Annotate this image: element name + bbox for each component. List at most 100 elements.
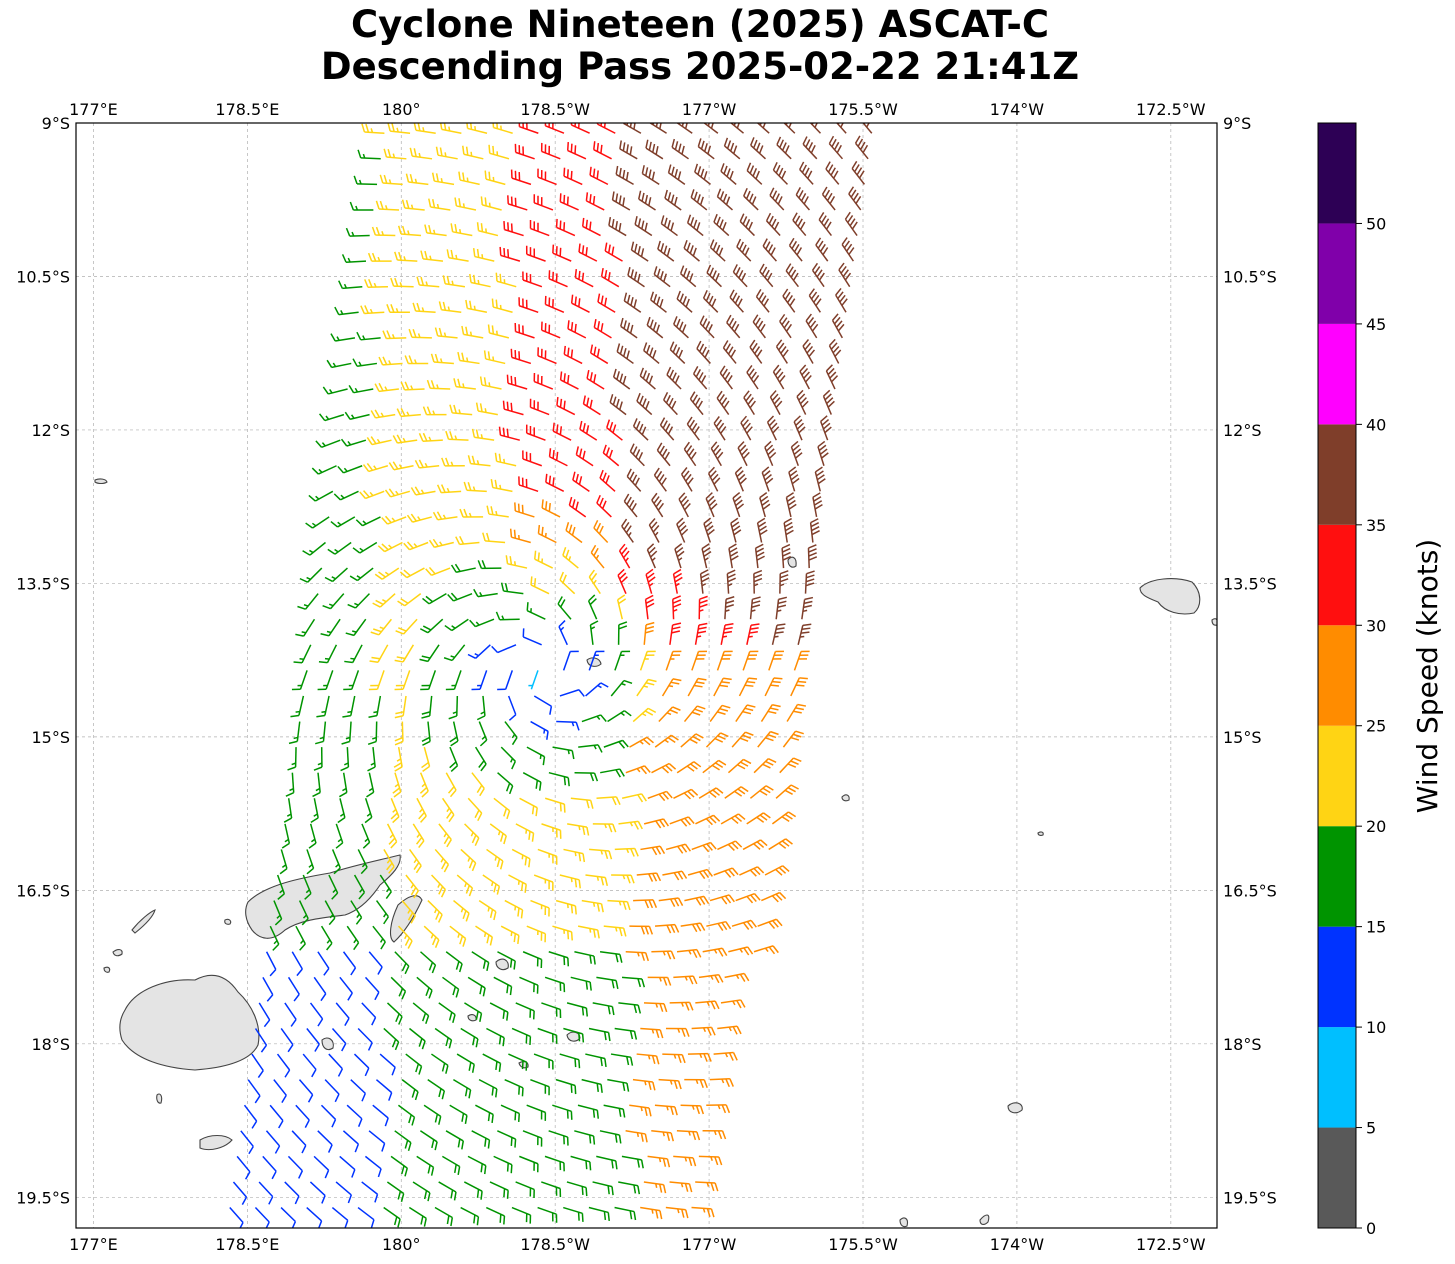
wind-barb (284, 1002, 297, 1027)
wind-barb (709, 894, 735, 905)
wind-barb (772, 162, 789, 185)
wind-barb (394, 951, 410, 975)
wind-barb (683, 441, 697, 467)
wind-barb (728, 946, 754, 956)
wind-barb (698, 595, 708, 620)
wind-barb (599, 469, 616, 492)
wind-barb (500, 925, 520, 945)
wind-barb (585, 874, 609, 886)
wind-barb (625, 1130, 648, 1143)
wind-barb (825, 161, 840, 185)
wind-barb (657, 240, 675, 262)
wind-barb (724, 972, 750, 982)
wind-barb (497, 1130, 517, 1148)
wind-barb (441, 1155, 461, 1176)
wind-barb (533, 373, 554, 390)
wind-barb (502, 400, 524, 416)
wind-barb (706, 264, 722, 288)
wind-barb (764, 677, 783, 697)
wind-barb (848, 186, 862, 211)
wind-barb (279, 849, 288, 875)
wind-barb (570, 294, 590, 313)
wind-barb (649, 123, 667, 134)
wind-barb (599, 1130, 622, 1144)
wind-barb (719, 365, 733, 390)
wind-barb (563, 345, 583, 365)
wind-barb (687, 868, 713, 880)
wind-barb (548, 270, 568, 288)
wind-barb (533, 1053, 554, 1070)
wind-barb (331, 1206, 349, 1228)
wind-barb (287, 1155, 304, 1179)
lon-tick-label-top: 178.5°W (520, 100, 590, 119)
wind-barb (309, 1181, 326, 1204)
wind-barb (815, 237, 829, 262)
wind-barb (746, 162, 763, 185)
colorbar-tick-label: 15 (1366, 918, 1386, 937)
lat-tick-label-left: 18°S (31, 1035, 70, 1054)
wind-barb (448, 695, 459, 720)
wind-barb (401, 199, 425, 211)
wind-barb (590, 544, 605, 569)
wind-barb (387, 123, 411, 134)
wind-barb (729, 123, 745, 134)
wind-barb (766, 415, 780, 441)
wind-barb (283, 798, 293, 823)
wind-barb (423, 925, 440, 948)
wind-barb (592, 1002, 615, 1016)
wind-barb (394, 251, 418, 262)
wind-barb (771, 811, 797, 825)
wind-barb (364, 976, 380, 1001)
wind-barb (648, 517, 660, 543)
map-gridlines (76, 122, 1217, 1228)
wind-barb (566, 142, 587, 160)
island-viti-levu (119, 974, 260, 1071)
chart-title: Cyclone Nineteen (2025) ASCAT-C Descendi… (0, 4, 1400, 88)
wind-barb (297, 593, 319, 610)
wind-barb (526, 1104, 547, 1121)
wind-barb (586, 369, 605, 390)
wind-barb (397, 925, 413, 949)
wind-barb (684, 895, 710, 906)
wind-barb (759, 263, 774, 288)
wind-barb (375, 900, 390, 925)
wind-barb (802, 136, 818, 160)
wind-barb (498, 426, 520, 441)
wind-barb (625, 951, 650, 962)
wind-barb (353, 175, 378, 186)
wind-barb (247, 1079, 261, 1104)
wind-barb (771, 623, 786, 645)
wind-barb (405, 874, 419, 899)
wind-barb (760, 703, 781, 722)
lat-tick-label-left: 15°S (31, 728, 70, 747)
wind-barb (405, 1053, 423, 1075)
wind-barb (508, 1053, 528, 1071)
colorbar: 0 5 10 15 20 25 30 35 40 45 50 Wind Speed (knots) (1317, 122, 1444, 1238)
wind-barb (548, 448, 568, 467)
wind-barb (541, 1181, 562, 1198)
wind-barb (643, 621, 655, 645)
wind-barb (559, 371, 579, 390)
wind-barb (548, 771, 570, 787)
wind-barb (565, 522, 583, 544)
wind-barb (596, 494, 612, 518)
colorbar-bin (1318, 1127, 1356, 1228)
wind-barb (673, 788, 699, 800)
wind-barb (683, 705, 706, 723)
wind-barb (671, 138, 689, 160)
wind-barb (412, 823, 425, 849)
wind-barb (493, 797, 511, 820)
wind-barb (444, 618, 469, 632)
wind-barb (465, 299, 488, 314)
wind-barb (453, 900, 470, 922)
wind-barb (340, 438, 367, 447)
wind-barb (676, 290, 693, 313)
wind-barb (799, 161, 814, 185)
wind-barb (441, 457, 465, 467)
wind-barb (400, 381, 425, 391)
wind-barb (406, 513, 432, 523)
wind-barb (588, 1027, 611, 1042)
wind-barb (522, 450, 543, 467)
island-small (321, 1037, 334, 1051)
wind-barb (703, 517, 715, 543)
